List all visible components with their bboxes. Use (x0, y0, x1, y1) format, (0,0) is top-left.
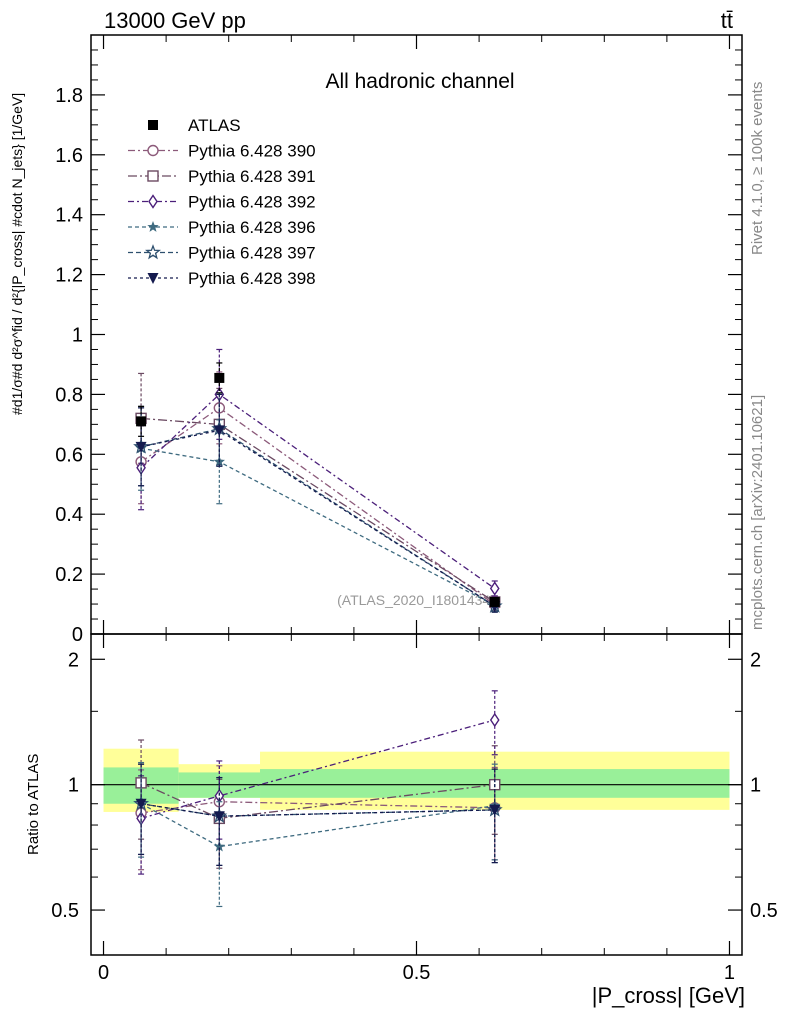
legend-label: Pythia 6.428 397 (188, 244, 316, 263)
legend-marker (147, 144, 159, 157)
ratio-series-pythia-6-428-398 (135, 763, 501, 866)
y-tick-label: 0.6 (55, 444, 83, 466)
ratio-bands (91, 748, 742, 812)
ratio-tick-label: 2 (68, 649, 79, 671)
x-tick-label: 0 (98, 962, 109, 984)
y-tick-label: 1.4 (55, 205, 83, 227)
legend-marker (147, 170, 159, 182)
legend-label: Pythia 6.428 392 (188, 193, 316, 212)
y-tick-label: 1.6 (55, 145, 83, 167)
ratio-tick-label-right: 2 (750, 649, 761, 671)
legend-entry-pythia-6-428-396: Pythia 6.428 396 (128, 218, 316, 237)
axis-ticks: 0 0.2 0.4 0.6 0.8 1 1.2 1.4 1.6 1.8 0 0.5 1 0.5 0.5 1 1 2… (51, 35, 778, 984)
data-point (489, 596, 500, 607)
analysis-id: (ATLAS_2020_I1801434) (337, 592, 495, 608)
mcplots-label: mcplots.cern.ch [arXiv:2401.10621] (749, 395, 766, 630)
legend-entry-pythia-6-428-392: Pythia 6.428 392 (128, 193, 316, 212)
legend: ATLAS Pythia 6.428 390 Pythia 6.428 391 Pyt… (128, 116, 316, 288)
series-line (141, 417, 496, 603)
ratio-point (489, 804, 501, 816)
legend-entry-pythia-6-428-390: Pythia 6.428 390 (128, 142, 316, 161)
ratio-tick-label: 0.5 (51, 900, 79, 922)
data-point (214, 372, 225, 383)
x-tick-label: 1 (724, 962, 735, 984)
series-line (140, 428, 496, 607)
legend-label: Pythia 6.428 398 (188, 269, 316, 288)
data-point (213, 402, 226, 414)
ratio-point (135, 798, 147, 810)
series-pythia-6-428-392 (136, 348, 500, 597)
x-axis-label: |P_cross| [GeV] (592, 983, 745, 1008)
legend-entry-pythia-6-428-398: Pythia 6.428 398 (128, 269, 316, 288)
ratio-line (140, 719, 495, 820)
series-line (140, 393, 496, 590)
legend-label: Pythia 6.428 396 (188, 218, 316, 237)
ratio-point (213, 840, 225, 852)
x-tick-label: 0.5 (403, 962, 431, 984)
series-pythia-6-428-397 (133, 392, 503, 613)
legend-marker (145, 244, 161, 260)
error-bar (216, 362, 223, 394)
ratio-tick-label-right: 0.5 (750, 900, 778, 922)
series-line (140, 447, 496, 607)
y-tick-label: 0.8 (55, 384, 83, 406)
series-atlas (136, 362, 500, 607)
series-line (140, 429, 496, 607)
series-pythia-6-428-398 (135, 393, 501, 613)
energy-label: 13000 GeV pp (104, 8, 246, 33)
legend-entry-pythia-6-428-397: Pythia 6.428 397 (128, 244, 316, 263)
ratio-point (213, 811, 225, 823)
ratio-y-axis-label: Ratio to ATLAS (25, 754, 42, 855)
legend-marker (148, 194, 158, 209)
series-layer (133, 348, 503, 908)
legend-entry-pythia-6-428-391: Pythia 6.428 391 (128, 167, 316, 186)
ratio-error-bar (216, 776, 223, 866)
y-tick-label: 1.8 (55, 85, 83, 107)
legend-entry-atlas: ATLAS (148, 116, 241, 135)
y-tick-label: 0.2 (55, 564, 83, 586)
legend-label: ATLAS (188, 116, 241, 135)
series-pythia-6-428-391 (135, 372, 501, 609)
rivet-version-label: Rivet 4.1.0, ≥ 100k events (749, 82, 766, 255)
legend-label: Pythia 6.428 390 (188, 142, 316, 161)
y-tick-label: 1.2 (55, 265, 83, 287)
process-label: tt̄ (721, 8, 733, 33)
legend-marker (148, 120, 158, 130)
data-point (213, 425, 225, 437)
y-tick-label: 1 (72, 325, 83, 347)
legend-marker (147, 221, 159, 232)
data-point (489, 581, 500, 596)
ratio-tick-label-right: 1 (750, 775, 761, 797)
series-pythia-6-428-396 (135, 405, 501, 613)
data-point (135, 441, 147, 453)
ratio-point (489, 712, 500, 728)
y-axis-label: #d1/σ#d d²σ^fid / d²{|P_cross| #cdot N_j… (9, 93, 25, 415)
y-tick-label: 0 (72, 624, 83, 646)
error-bar (138, 405, 145, 437)
y-tick-label: 0.4 (55, 504, 83, 526)
legend-marker (147, 273, 159, 284)
series-line (140, 407, 496, 606)
data-point (136, 416, 147, 427)
ratio-tick-label: 1 (68, 775, 79, 797)
ratio-line (140, 803, 495, 848)
chart-title: All hadronic channel (325, 70, 514, 93)
legend-label: Pythia 6.428 391 (188, 167, 316, 186)
